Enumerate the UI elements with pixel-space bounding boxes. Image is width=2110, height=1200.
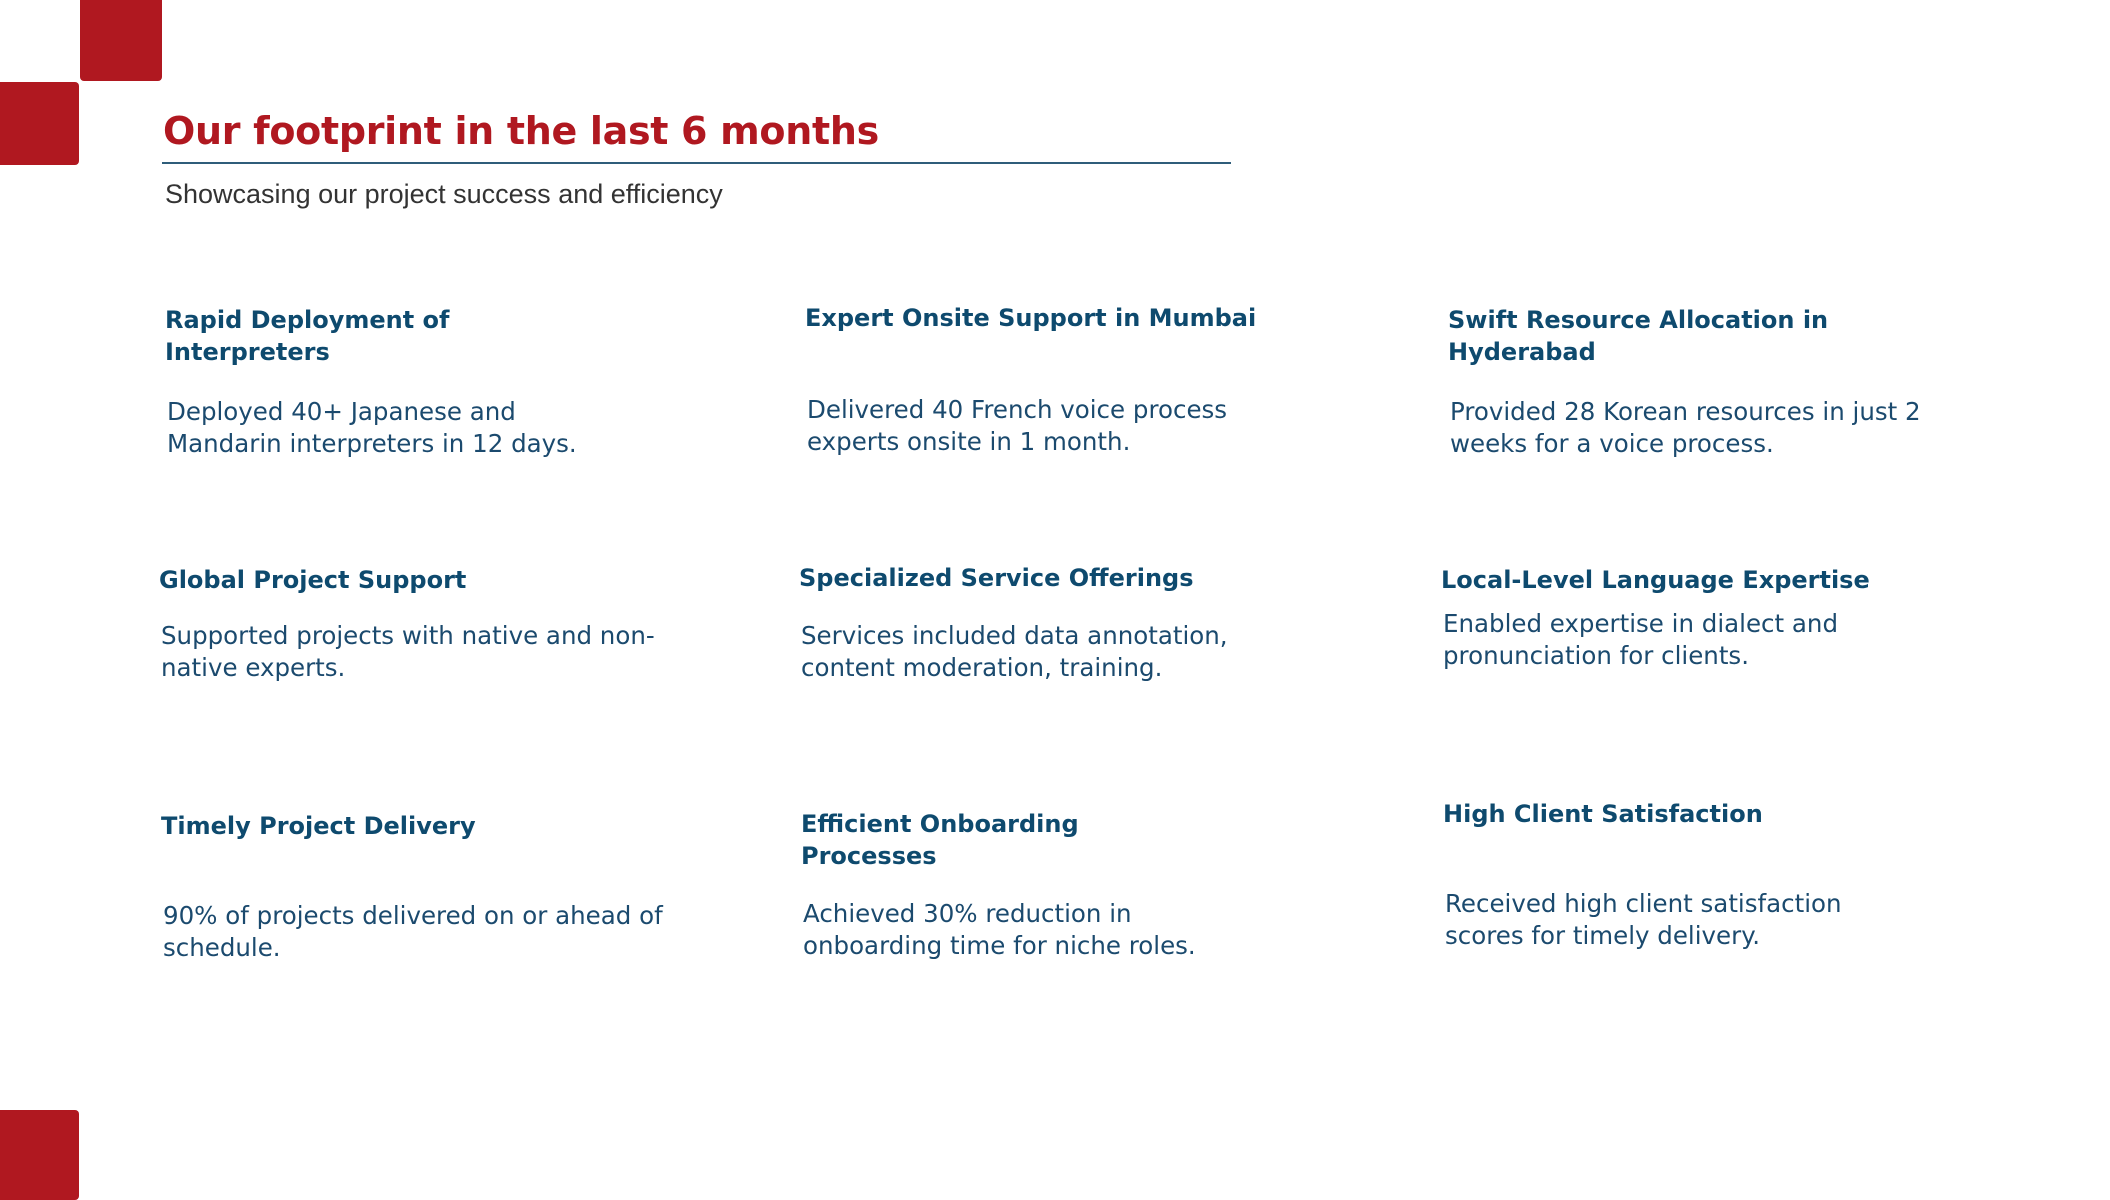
card-title-timely-project-delivery: Timely Project Delivery [161,812,476,840]
card-title-specialized-service-offerings: Specialized Service Offerings [799,564,1194,592]
decorative-square-top [80,0,162,81]
decorative-square-left [0,82,79,165]
card-title-efficient-onboarding: Efficient Onboarding Processes [801,810,1079,870]
card-title-swift-resource-allocation: Swift Resource Allocation in Hyderabad [1448,306,1829,366]
title-underline [162,162,1231,164]
card-text-specialized-service-offerings: Services included data annotation, conte… [801,621,1228,682]
card-title-rapid-deployment: Rapid Deployment of Interpreters [165,306,450,366]
card-text-rapid-deployment: Deployed 40+ Japanese and Mandarin inter… [167,397,577,458]
card-text-high-client-satisfaction: Received high client satisfaction scores… [1445,889,1842,950]
page-subtitle: Showcasing our project success and effic… [165,179,723,209]
card-text-global-project-support: Supported projects with native and non-n… [161,621,655,682]
card-text-expert-onsite-support: Delivered 40 French voice process expert… [807,395,1228,456]
card-text-swift-resource-allocation: Provided 28 Korean resources in just 2 w… [1450,397,1921,458]
card-text-efficient-onboarding: Achieved 30% reduction in onboarding tim… [803,899,1196,960]
page-title: Our footprint in the last 6 months [163,109,879,153]
card-title-expert-onsite-support: Expert Onsite Support in Mumbai [805,304,1257,332]
decorative-square-bottom [0,1110,79,1200]
card-text-local-level-language-expertise: Enabled expertise in dialect and pronunc… [1443,609,1839,670]
card-title-high-client-satisfaction: High Client Satisfaction [1443,800,1763,828]
card-text-timely-project-delivery: 90% of projects delivered on or ahead of… [163,901,663,962]
card-title-global-project-support: Global Project Support [159,566,467,594]
card-title-local-level-language-expertise: Local-Level Language Expertise [1441,566,1870,594]
